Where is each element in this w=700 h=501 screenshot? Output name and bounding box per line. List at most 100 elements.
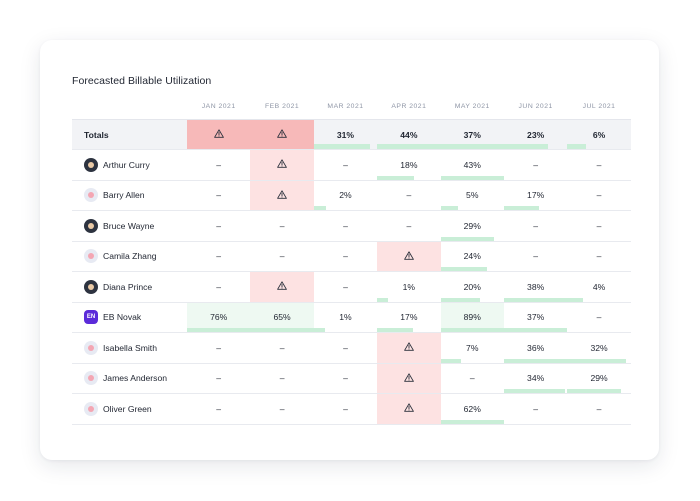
utilization-cell[interactable]: 29% bbox=[567, 364, 631, 394]
utilization-cell[interactable]: – bbox=[313, 333, 378, 364]
utilization-cell[interactable]: 5% bbox=[440, 181, 504, 211]
utilization-cell[interactable]: 37% bbox=[503, 303, 568, 333]
utilization-cell[interactable]: – bbox=[187, 181, 251, 211]
utilization-cell[interactable]: – bbox=[377, 211, 441, 242]
utilization-cell[interactable]: 32% bbox=[567, 333, 631, 364]
utilization-cell[interactable]: 31% bbox=[313, 119, 378, 150]
utilization-cell[interactable]: – bbox=[187, 150, 251, 181]
utilization-cell[interactable] bbox=[377, 394, 441, 425]
utilization-cell[interactable]: – bbox=[567, 181, 631, 211]
utilization-cell[interactable]: – bbox=[250, 211, 314, 242]
person-cell[interactable]: James Anderson bbox=[72, 364, 187, 394]
person-cell[interactable]: Arthur Curry bbox=[72, 150, 187, 181]
utilization-cell[interactable]: – bbox=[503, 211, 568, 242]
utilization-cell[interactable]: 76% bbox=[187, 302, 251, 333]
utilization-cell[interactable]: 44% bbox=[377, 119, 441, 150]
utilization-cell[interactable]: 34% bbox=[503, 364, 568, 394]
utilization-cell[interactable] bbox=[250, 119, 314, 150]
utilization-cell[interactable]: – bbox=[567, 394, 631, 425]
utilization-cell[interactable]: – bbox=[567, 211, 631, 242]
utilization-cell[interactable]: – bbox=[187, 272, 251, 303]
utilization-cell[interactable]: 20% bbox=[440, 272, 504, 303]
utilization-bar bbox=[567, 297, 583, 302]
utilization-cell[interactable]: – bbox=[250, 364, 314, 394]
utilization-cell[interactable]: 36% bbox=[503, 333, 568, 364]
utilization-bar bbox=[503, 297, 568, 302]
utilization-cell[interactable]: – bbox=[187, 211, 251, 242]
utilization-cell[interactable]: 29% bbox=[440, 211, 504, 242]
utilization-value: 65% bbox=[273, 312, 291, 323]
utilization-cell[interactable]: – bbox=[503, 394, 568, 425]
utilization-value: – bbox=[533, 159, 539, 170]
utilization-value: – bbox=[533, 220, 539, 231]
utilization-cell[interactable]: – bbox=[503, 242, 568, 272]
utilization-cell[interactable]: – bbox=[503, 150, 568, 181]
utilization-cell[interactable]: 6% bbox=[567, 119, 631, 150]
utilization-bar bbox=[503, 144, 549, 149]
utilization-cell[interactable]: – bbox=[313, 364, 378, 394]
person-cell[interactable]: Oliver Green bbox=[72, 394, 187, 425]
utilization-cell[interactable]: – bbox=[250, 242, 314, 272]
utilization-cell[interactable]: 4% bbox=[567, 272, 631, 303]
person-cell[interactable]: Isabella Smith bbox=[72, 333, 187, 364]
person-cell[interactable]: Bruce Wayne bbox=[72, 211, 187, 242]
person-name: EB Novak bbox=[103, 312, 142, 323]
person-cell[interactable]: Barry Allen bbox=[72, 181, 187, 211]
utilization-cell[interactable] bbox=[250, 272, 314, 303]
utilization-cell[interactable]: – bbox=[567, 303, 631, 333]
utilization-cell[interactable]: 38% bbox=[503, 272, 568, 303]
utilization-cell[interactable]: 37% bbox=[440, 119, 504, 150]
person-cell[interactable]: Camila Zhang bbox=[72, 242, 187, 272]
utilization-cell[interactable] bbox=[377, 241, 441, 272]
utilization-cell[interactable] bbox=[250, 180, 314, 211]
utilization-cell[interactable] bbox=[377, 363, 441, 394]
utilization-cell[interactable]: 7% bbox=[440, 333, 504, 364]
utilization-cell[interactable]: 65% bbox=[250, 302, 314, 333]
person-cell[interactable]: Diana Prince bbox=[72, 272, 187, 303]
utilization-cell[interactable]: 43% bbox=[440, 150, 504, 181]
utilization-value: 4% bbox=[592, 281, 606, 292]
person-cell[interactable]: EN EB Novak bbox=[72, 303, 187, 333]
utilization-cell[interactable]: 62% bbox=[440, 394, 504, 425]
utilization-cell[interactable]: – bbox=[567, 150, 631, 181]
warning-triangle-icon bbox=[404, 403, 414, 414]
utilization-cell[interactable]: 24% bbox=[440, 242, 504, 272]
utilization-cell[interactable]: 1% bbox=[313, 303, 378, 333]
utilization-value: – bbox=[406, 190, 412, 201]
column-header-month: FEB 2021 bbox=[264, 102, 300, 110]
utilization-cell[interactable] bbox=[250, 150, 314, 181]
utilization-cell[interactable]: 89% bbox=[440, 302, 504, 333]
utilization-value: – bbox=[279, 220, 285, 231]
utilization-cell[interactable]: – bbox=[187, 364, 251, 394]
utilization-value: 62% bbox=[463, 403, 481, 414]
utilization-cell[interactable]: 2% bbox=[313, 181, 378, 211]
utilization-cell[interactable]: – bbox=[313, 272, 378, 303]
utilization-cell[interactable]: 17% bbox=[503, 181, 568, 211]
utilization-cell[interactable]: – bbox=[440, 364, 504, 394]
utilization-cell[interactable]: – bbox=[313, 211, 378, 242]
utilization-value: – bbox=[343, 403, 348, 414]
person-name: Isabella Smith bbox=[103, 342, 157, 353]
utilization-cell[interactable]: 23% bbox=[503, 119, 568, 150]
warning-triangle-icon bbox=[277, 129, 287, 140]
utilization-cell[interactable]: – bbox=[313, 394, 378, 425]
utilization-cell[interactable]: 18% bbox=[377, 150, 441, 181]
utilization-cell[interactable]: – bbox=[313, 150, 378, 181]
utilization-bar bbox=[503, 389, 566, 393]
utilization-cell[interactable]: – bbox=[377, 181, 441, 211]
utilization-cell[interactable]: 1% bbox=[377, 272, 441, 303]
utilization-cell[interactable]: – bbox=[187, 394, 251, 425]
utilization-bar bbox=[567, 144, 586, 149]
utilization-cell[interactable]: – bbox=[187, 333, 251, 364]
utilization-cell[interactable]: – bbox=[187, 242, 251, 272]
utilization-cell[interactable] bbox=[377, 333, 441, 364]
utilization-cell[interactable]: 17% bbox=[377, 303, 441, 333]
utilization-cell[interactable]: – bbox=[567, 242, 631, 272]
utilization-cell[interactable]: – bbox=[313, 242, 378, 272]
user-avatar-icon bbox=[84, 218, 98, 233]
utilization-value: – bbox=[216, 190, 222, 201]
utilization-cell[interactable] bbox=[187, 119, 251, 150]
user-avatar-icon bbox=[84, 279, 98, 294]
utilization-cell[interactable]: – bbox=[250, 333, 314, 364]
utilization-cell[interactable]: – bbox=[250, 394, 314, 425]
